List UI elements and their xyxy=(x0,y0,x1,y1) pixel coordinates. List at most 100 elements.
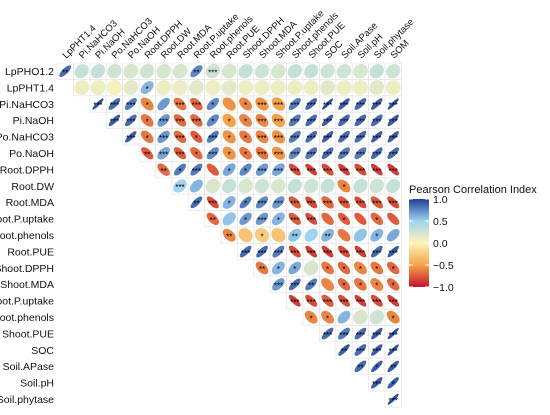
correlation-ellipse xyxy=(254,80,270,96)
correlation-ellipse xyxy=(305,163,318,176)
correlation-ellipse xyxy=(173,130,187,144)
correlation-ellipse xyxy=(141,147,154,160)
correlation-ellipse xyxy=(255,146,269,160)
correlation-ellipse xyxy=(156,63,171,79)
correlation-ellipse xyxy=(288,212,301,225)
correlation-ellipse xyxy=(354,163,367,176)
correlation-ellipse xyxy=(254,227,270,243)
significance-mark: *** xyxy=(372,249,381,258)
correlation-ellipse xyxy=(321,277,335,291)
significance-mark: * xyxy=(146,134,149,143)
correlation-ellipse xyxy=(124,98,137,110)
significance-mark: * xyxy=(277,216,280,225)
correlation-ellipse xyxy=(387,131,399,143)
correlation-ellipse xyxy=(221,80,237,96)
significance-mark: * xyxy=(178,167,181,176)
significance-mark: * xyxy=(342,216,345,225)
significance-mark: * xyxy=(244,101,247,110)
correlation-ellipse xyxy=(337,310,351,324)
significance-mark: *** xyxy=(389,331,398,340)
row-label: Root.DW xyxy=(11,181,54,193)
correlation-ellipse xyxy=(173,147,187,160)
significance-mark: * xyxy=(392,282,395,291)
correlation-ellipse xyxy=(371,377,383,389)
significance-mark: *** xyxy=(274,150,283,159)
significance-mark: *** xyxy=(257,249,266,258)
correlation-ellipse xyxy=(270,80,286,96)
significance-mark: *** xyxy=(356,347,365,356)
correlation-ellipse xyxy=(370,294,383,307)
correlation-ellipse xyxy=(288,294,301,307)
row-label: Po.NaHCO3 xyxy=(0,132,54,144)
significance-mark: *** xyxy=(93,101,102,110)
legend-tick-label: 1.0 xyxy=(433,194,448,206)
significance-mark: *** xyxy=(274,167,283,176)
significance-mark: * xyxy=(342,282,345,291)
correlation-ellipse xyxy=(92,98,104,110)
significance-mark: *** xyxy=(323,331,332,340)
significance-mark: *** xyxy=(372,347,381,356)
significance-mark: *** xyxy=(372,101,381,110)
correlation-ellipse xyxy=(336,63,352,79)
correlation-ellipse xyxy=(353,261,367,275)
correlation-ellipse xyxy=(354,212,367,225)
significance-mark: *** xyxy=(274,101,283,110)
significance-mark: ** xyxy=(292,232,298,241)
significance-mark: ** xyxy=(160,167,166,176)
correlation-ellipse xyxy=(305,245,318,258)
matrix-cells: ** ** ******* *** *** * *** *** * * *** *** *** *** **… xyxy=(59,63,401,405)
significance-mark: *** xyxy=(339,118,348,127)
significance-mark: *** xyxy=(389,118,398,127)
correlation-ellipse xyxy=(221,63,237,79)
row-label: Root.DPPH xyxy=(0,164,54,176)
significance-mark: *** xyxy=(208,68,217,77)
row-label: LpPHO1.2 xyxy=(5,66,54,78)
correlation-ellipse xyxy=(386,278,400,291)
correlation-ellipse xyxy=(370,212,384,226)
significance-mark: *** xyxy=(241,249,250,258)
correlation-ellipse xyxy=(125,131,137,143)
correlation-ellipse xyxy=(369,178,385,194)
correlation-ellipse xyxy=(254,178,270,194)
correlation-ellipse xyxy=(272,196,285,209)
significance-mark: *** xyxy=(339,101,348,110)
correlation-ellipse xyxy=(305,212,318,225)
significance-mark: * xyxy=(375,282,378,291)
correlation-ellipse xyxy=(222,228,236,242)
correlation-ellipse xyxy=(305,98,318,110)
correlation-ellipse xyxy=(387,147,400,160)
correlation-ellipse xyxy=(305,196,318,209)
significance-mark: * xyxy=(228,134,231,143)
significance-mark: *** xyxy=(110,118,119,127)
correlation-ellipse xyxy=(59,65,72,78)
correlation-ellipse xyxy=(190,163,203,176)
correlation-ellipse xyxy=(354,294,367,307)
correlation-ellipse xyxy=(320,80,336,96)
correlation-ellipse xyxy=(354,278,367,291)
significance-mark: *** xyxy=(356,134,365,143)
significance-mark: *** xyxy=(257,101,266,110)
correlation-ellipse xyxy=(139,63,155,79)
correlation-ellipse xyxy=(338,147,350,160)
correlation-ellipse xyxy=(123,63,139,79)
legend-tick-label: −0.5 xyxy=(433,260,454,272)
significance-mark: *** xyxy=(307,101,316,110)
correlation-ellipse xyxy=(172,80,188,96)
correlation-ellipse xyxy=(238,80,254,96)
correlation-ellipse xyxy=(206,147,219,160)
significance-mark: * xyxy=(326,265,329,274)
significance-mark: *** xyxy=(126,118,135,127)
row-label: Root.PUE xyxy=(7,246,54,258)
correlation-ellipse xyxy=(337,278,351,291)
correlation-ellipse xyxy=(190,97,203,111)
correlation-ellipse xyxy=(222,163,236,176)
significance-mark: *** xyxy=(323,298,332,307)
significance-mark: ** xyxy=(210,216,216,225)
correlation-ellipse xyxy=(74,64,89,79)
correlation-ellipse xyxy=(255,113,269,127)
correlation-ellipse xyxy=(188,80,204,96)
significance-mark: *** xyxy=(356,101,365,110)
significance-mark: *** xyxy=(389,200,398,209)
correlation-ellipse xyxy=(371,131,383,143)
